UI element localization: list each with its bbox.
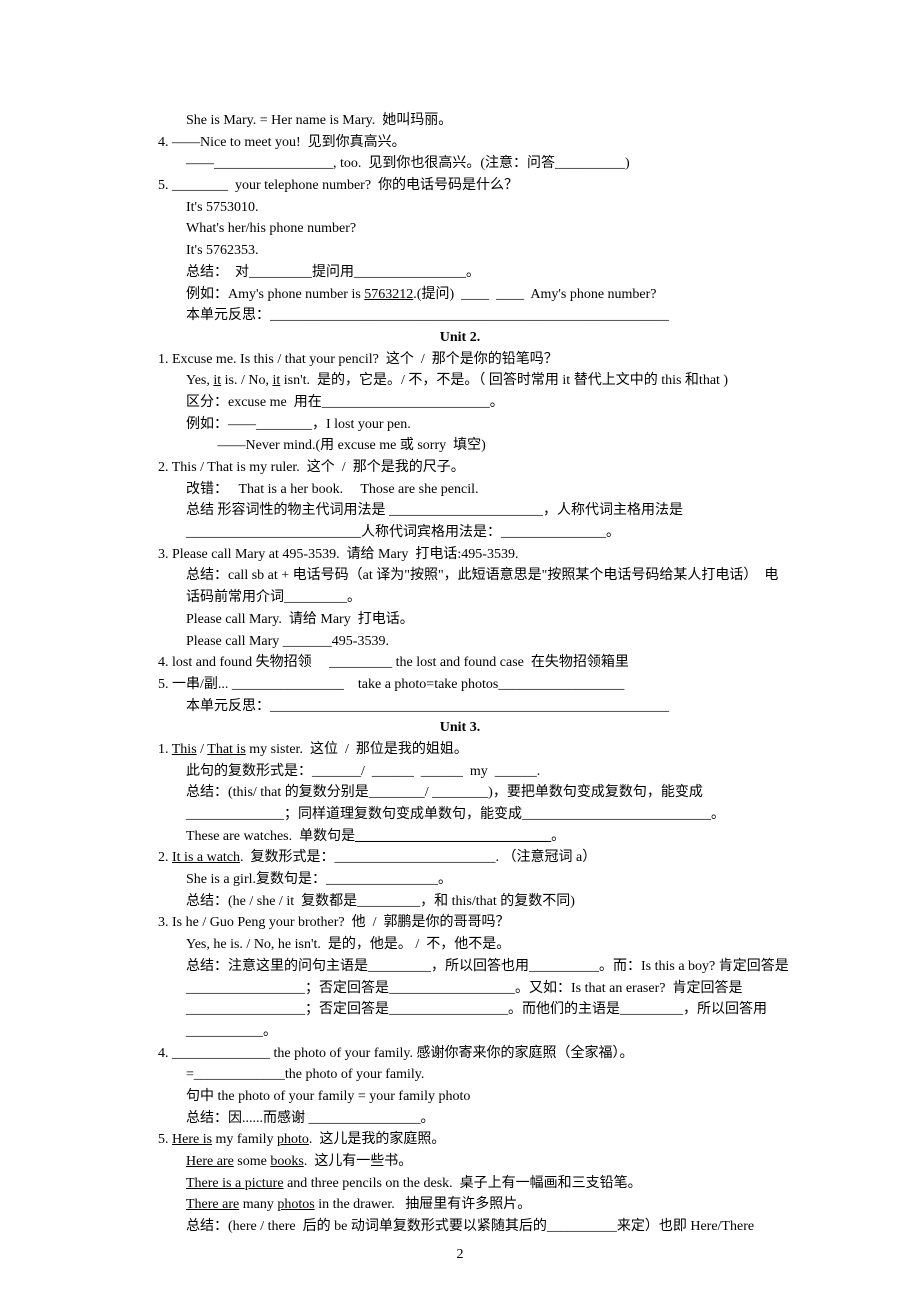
text-line: 总结：因......而感谢 ________________。 [130, 1108, 790, 1130]
text-line: Unit 3. [130, 717, 790, 739]
text-line: 总结：(here / there 后的 be 动词单复数形式要以紧随其后的___… [130, 1216, 790, 1238]
text-line: 例如：Amy's phone number is 5763212.(提问) __… [130, 284, 790, 306]
text-line: 2. This / That is my ruler. 这个 / 那个是我的尺子… [130, 457, 790, 479]
text-line: 此句的复数形式是：_______/ ______ ______ my _____… [130, 761, 790, 783]
text-line: Here are some books. 这儿有一些书。 [130, 1151, 790, 1173]
text-line: She is Mary. = Her name is Mary. 她叫玛丽。 [130, 110, 790, 132]
document-body: She is Mary. = Her name is Mary. 她叫玛丽。4.… [130, 110, 790, 1238]
text-line: 改错： That is a her book. Those are she pe… [130, 479, 790, 501]
text-line: 1. This / That is my sister. 这位 / 那位是我的姐… [130, 739, 790, 761]
text-line: 2. It is a watch. 复数形式是：________________… [130, 847, 790, 869]
text-line: 本单元反思：__________________________________… [130, 305, 790, 327]
text-line: She is a girl.复数句是：________________。 [130, 869, 790, 891]
text-line: 区分：excuse me 用在________________________。 [130, 392, 790, 414]
document-page: She is Mary. = Her name is Mary. 她叫玛丽。4.… [0, 0, 920, 1302]
text-line: 5. ________ your telephone number? 你的电话号… [130, 175, 790, 197]
text-line: 总结 形容词性的物主代词用法是 ______________________，人… [130, 500, 790, 543]
text-line: 例如：——________，I lost your pen. [130, 414, 790, 436]
text-line: =_____________the photo of your family. [130, 1064, 790, 1086]
text-line: ——Never mind.(用 excuse me 或 sorry 填空) [130, 435, 790, 457]
text-line: Please call Mary _______495-3539. [130, 631, 790, 653]
text-line: 1. Excuse me. Is this / that your pencil… [130, 349, 790, 371]
text-line: 5. 一串/副... ________________ take a photo… [130, 674, 790, 696]
text-line: What's her/his phone number? [130, 218, 790, 240]
text-line: 总结： 对_________提问用________________。 [130, 262, 790, 284]
text-line: 总结：注意这里的问句主语是_________，所以回答也用__________。… [130, 956, 790, 1043]
text-line: 4. lost and found 失物招领 _________ the los… [130, 652, 790, 674]
text-line: 总结：call sb at + 电话号码（at 译为"按照"，此短语意思是"按照… [130, 565, 790, 608]
text-line: 4. ______________ the photo of your fami… [130, 1043, 790, 1065]
text-line: There are many photos in the drawer. 抽屉里… [130, 1194, 790, 1216]
text-line: Yes, he is. / No, he isn't. 是的，他是。 / 不，他… [130, 934, 790, 956]
text-line: Yes, it is. / No, it isn't. 是的，它是。/ 不，不是… [130, 370, 790, 392]
text-line: 4. ——Nice to meet you! 见到你真高兴。 [130, 132, 790, 154]
text-line: 总结：(he / she / it 复数都是_________，和 this/t… [130, 891, 790, 913]
text-line: 总结：(this/ that 的复数分别是________/ ________)… [130, 782, 790, 825]
text-line: 本单元反思：__________________________________… [130, 696, 790, 718]
text-line: Unit 2. [130, 327, 790, 349]
text-line: These are watches. 单数句是_________________… [130, 826, 790, 848]
text-line: 3. Please call Mary at 495-3539. 请给 Mary… [130, 544, 790, 566]
text-line: ——_________________, too. 见到你也很高兴。(注意：问答… [130, 153, 790, 175]
text-line: 5. Here is my family photo. 这儿是我的家庭照。 [130, 1129, 790, 1151]
text-line: It's 5762353. [130, 240, 790, 262]
text-line: 句中 the photo of your family = your famil… [130, 1086, 790, 1108]
text-line: 3. Is he / Guo Peng your brother? 他 / 郭鹏… [130, 912, 790, 934]
page-number: 2 [0, 1244, 920, 1266]
text-line: There is a picture and three pencils on … [130, 1173, 790, 1195]
text-line: Please call Mary. 请给 Mary 打电话。 [130, 609, 790, 631]
text-line: It's 5753010. [130, 197, 790, 219]
